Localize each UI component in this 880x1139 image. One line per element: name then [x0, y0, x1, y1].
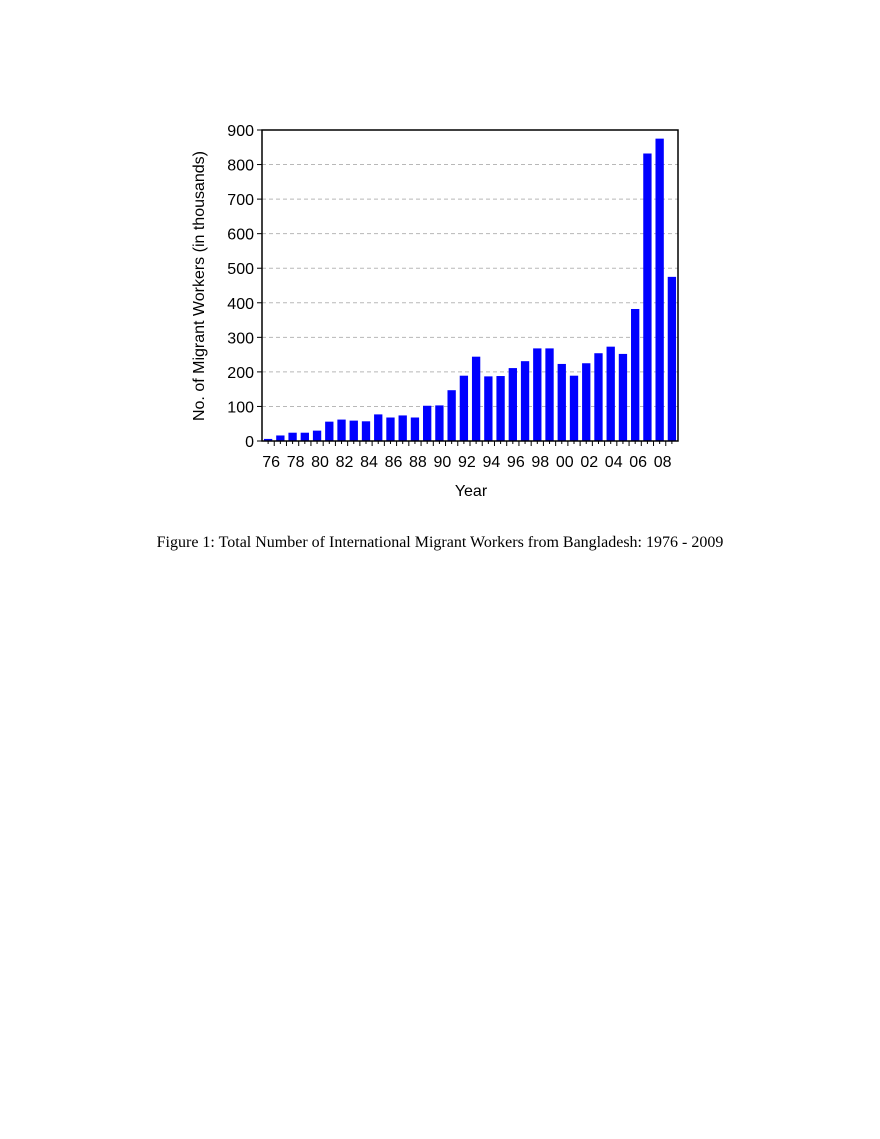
bar: [398, 415, 407, 441]
bar: [484, 376, 493, 441]
x-tick-label: 94: [482, 454, 500, 471]
bar: [594, 353, 603, 441]
bar: [288, 432, 297, 441]
bar: [447, 390, 456, 441]
x-tick-label: 00: [556, 454, 574, 471]
bar: [471, 356, 481, 441]
bar: [582, 363, 591, 441]
y-tick-labels: 0 100 200 300 400 500 600 700 800 900: [227, 123, 254, 451]
bar: [667, 276, 677, 441]
x-tick-label: 80: [311, 454, 329, 471]
bar: [496, 376, 505, 441]
bar: [325, 421, 334, 441]
x-tick-label: 88: [409, 454, 427, 471]
y-tick-label: 200: [227, 365, 254, 382]
bar: [263, 438, 273, 441]
bar: [459, 375, 469, 441]
bar: [276, 435, 285, 441]
bar: [410, 417, 420, 441]
plot-frame: [261, 129, 679, 442]
bar: [569, 375, 579, 441]
bar: [361, 421, 371, 441]
y-tick-label: 800: [227, 158, 254, 175]
bar: [435, 405, 444, 441]
x-tick-label: 08: [654, 454, 672, 471]
y-tick-label: 500: [227, 261, 254, 278]
bars: [263, 138, 677, 441]
bar: [423, 405, 432, 441]
bar: [655, 138, 664, 441]
y-axis-title: No. of Migrant Workers (in thousands): [191, 151, 208, 421]
x-tick-label: 96: [507, 454, 525, 471]
x-tick-label: 06: [629, 454, 647, 471]
bar: [533, 348, 542, 441]
y-tick-label: 600: [227, 227, 254, 244]
x-tick-label: 90: [434, 454, 452, 471]
bar: [312, 430, 322, 441]
x-tick-label: 04: [605, 454, 623, 471]
figure-caption: Figure 1: Total Number of International …: [156, 534, 724, 551]
bar: [606, 346, 615, 441]
x-tick-label: 02: [580, 454, 598, 471]
bar: [643, 153, 652, 441]
x-tick-label: 76: [262, 454, 280, 471]
y-tick-label: 400: [227, 296, 254, 313]
bar: [557, 363, 566, 441]
y-tick-label: 900: [227, 123, 254, 140]
x-tick-label: 98: [531, 454, 549, 471]
bar: [520, 361, 530, 441]
bar: [631, 308, 640, 441]
x-tick-label: 84: [360, 454, 378, 471]
x-tick-label: 86: [385, 454, 403, 471]
y-tick-label: 300: [227, 330, 254, 347]
bar: [508, 368, 517, 441]
bar: [374, 414, 383, 441]
x-axis-title: Year: [455, 483, 488, 500]
x-tick-label: 82: [336, 454, 354, 471]
x-tick-label: 92: [458, 454, 476, 471]
bar: [545, 348, 554, 441]
y-tick-label: 700: [227, 192, 254, 209]
bar: [618, 353, 628, 441]
grid-lines: [262, 164, 678, 407]
bar: [300, 432, 309, 441]
bar-chart: 0 100 200 300 400 500 600 700 800 900 76 78 80 82 84 8…: [191, 123, 679, 500]
bar: [349, 420, 358, 441]
bar: [337, 419, 346, 441]
y-tick-label: 0: [245, 434, 254, 451]
y-tick-label: 100: [227, 399, 254, 416]
x-tick-labels: 76 78 80 82 84 86 88 90 92 94 96 98 00 02 04 06 08: [262, 454, 671, 471]
x-tick-label: 78: [287, 454, 305, 471]
axis-ticks: [257, 129, 673, 446]
bar: [386, 417, 395, 441]
